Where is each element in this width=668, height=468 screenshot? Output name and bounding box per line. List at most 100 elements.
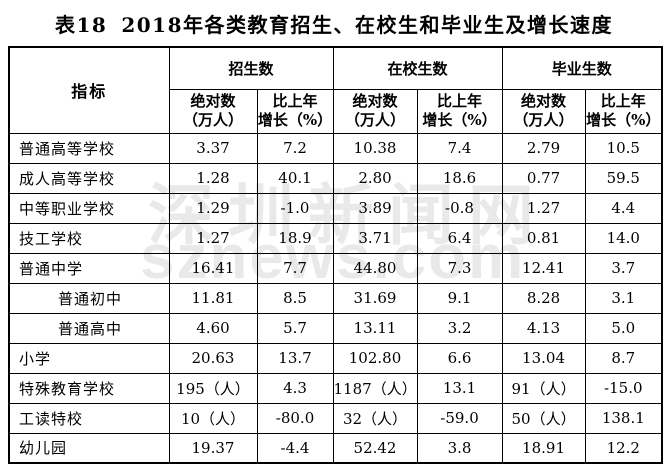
cell-value: -4.4 (256, 432, 334, 464)
row-label: 幼儿园 (8, 432, 170, 464)
cell-value: 5.0 (584, 312, 663, 344)
cell-value: 13.11 (332, 312, 418, 344)
subheader-text: 绝对数 (521, 91, 567, 110)
cell-value: -59.0 (416, 402, 503, 434)
table-row: 普通高等学校 3.37 7.2 10.38 7.4 2.79 10.5 (8, 132, 663, 164)
cell-value: 14.0 (584, 222, 663, 254)
cell-value: 10.5 (584, 132, 663, 164)
cell-value: 4.13 (501, 312, 586, 344)
cell-value: 13.04 (501, 342, 586, 374)
cell-value: 4.4 (584, 192, 663, 224)
cell-value: 3.2 (416, 312, 503, 344)
subheader-text: 增长（%） (257, 111, 333, 129)
cell-value: -15.0 (584, 372, 663, 404)
cell-value: 6.4 (416, 222, 503, 254)
subheader-text: （万人） (345, 111, 406, 129)
subheader-text: 比上年 (437, 91, 483, 110)
cell-value: 18.9 (256, 222, 334, 254)
row-label: 工读特校 (8, 402, 170, 434)
cell-value: 7.4 (416, 132, 503, 164)
cell-value: 52.42 (332, 432, 418, 464)
table-row: 幼儿园 19.37 -4.4 52.42 3.8 18.91 12.2 (8, 432, 663, 464)
column-group-enrollment: 招生数 (168, 46, 334, 90)
table-row: 普通高中 4.60 5.7 13.11 3.2 4.13 5.0 (8, 312, 663, 344)
table-title-text: 2018年各类教育招生、在校生和毕业生及增长速度 (121, 13, 613, 37)
subheader-enrollment-growth: 比上年 增长（%） (256, 88, 334, 134)
cell-value: 9.1 (416, 282, 503, 314)
cell-value: 3.1 (584, 282, 663, 314)
subheader-enrollment-absolute: 绝对数 （万人） (168, 88, 258, 134)
cell-value: 1187（人） (332, 372, 418, 404)
cell-value: 12.2 (584, 432, 663, 464)
cell-value: 5.7 (256, 312, 334, 344)
cell-value: 11.81 (168, 282, 258, 314)
cell-value: 3.7 (584, 252, 663, 284)
cell-value: 1.27 (501, 192, 586, 224)
table-row: 特殊教育学校 195（人） 4.3 1187（人） 13.1 91（人） -15… (8, 372, 663, 404)
cell-value: 0.81 (501, 222, 586, 254)
cell-value: 2.79 (501, 132, 586, 164)
cell-value: 12.41 (501, 252, 586, 284)
subheader-text: 绝对数 (352, 91, 398, 110)
subheader-text: 比上年 (272, 91, 318, 110)
table-row: 成人高等学校 1.28 40.1 2.80 18.6 0.77 59.5 (8, 162, 663, 194)
cell-value: 32（人） (332, 402, 418, 434)
cell-value: 4.3 (256, 372, 334, 404)
subheader-text: 比上年 (600, 91, 646, 110)
cell-value: 10.38 (332, 132, 418, 164)
cell-value: 138.1 (584, 402, 663, 434)
row-label: 普通中学 (8, 252, 170, 284)
cell-value: 8.5 (256, 282, 334, 314)
table-row: 小学 20.63 13.7 102.80 6.6 13.04 8.7 (8, 342, 663, 374)
cell-value: 91（人） (501, 372, 586, 404)
education-statistics-table: 指标 招生数 在校生数 毕业生数 绝对数 （万人） 比上年 增长（%） 绝对数 （万人… (8, 46, 664, 464)
cell-value: 1.27 (168, 222, 258, 254)
cell-value: 1.28 (168, 162, 258, 194)
subheader-text: （万人） (513, 111, 574, 129)
cell-value: 4.60 (168, 312, 258, 344)
row-label: 中等职业学校 (8, 192, 170, 224)
row-label: 成人高等学校 (8, 162, 170, 194)
table-row: 中等职业学校 1.29 -1.0 3.89 -0.8 1.27 4.4 (8, 192, 663, 224)
subheader-graduates-absolute: 绝对数 （万人） (501, 88, 586, 134)
subheader-students-absolute: 绝对数 （万人） (332, 88, 418, 134)
subheader-students-growth: 比上年 增长（%） (416, 88, 503, 134)
cell-value: 3.37 (168, 132, 258, 164)
cell-value: 18.6 (416, 162, 503, 194)
cell-value: 10（人） (168, 402, 258, 434)
cell-value: 3.89 (332, 192, 418, 224)
row-label: 普通高中 (8, 312, 170, 344)
table-number: 表18 (54, 13, 108, 37)
cell-value: 13.7 (256, 342, 334, 374)
row-label: 小学 (8, 342, 170, 374)
cell-value: 44.80 (332, 252, 418, 284)
cell-value: -0.8 (416, 192, 503, 224)
table-row: 普通初中 11.81 8.5 31.69 9.1 8.28 3.1 (8, 282, 663, 314)
cell-value: 7.7 (256, 252, 334, 284)
row-label: 普通初中 (8, 282, 170, 314)
cell-value: 40.1 (256, 162, 334, 194)
cell-value: 13.1 (416, 372, 503, 404)
cell-value: 7.3 (416, 252, 503, 284)
cell-value: 2.80 (332, 162, 418, 194)
cell-value: 20.63 (168, 342, 258, 374)
cell-value: 8.28 (501, 282, 586, 314)
table-row: 技工学校 1.27 18.9 3.71 6.4 0.81 14.0 (8, 222, 663, 254)
table-title: 表18 2018年各类教育招生、在校生和毕业生及增长速度 (0, 0, 668, 38)
subheader-graduates-growth: 比上年 增长（%） (584, 88, 663, 134)
column-group-students: 在校生数 (332, 46, 503, 90)
cell-value: -80.0 (256, 402, 334, 434)
cell-value: 6.6 (416, 342, 503, 374)
cell-value: 1.29 (168, 192, 258, 224)
cell-value: 102.80 (332, 342, 418, 374)
row-label: 技工学校 (8, 222, 170, 254)
subheader-text: 绝对数 (190, 91, 236, 110)
cell-value: 3.8 (416, 432, 503, 464)
table-row: 工读特校 10（人） -80.0 32（人） -59.0 50（人） 138.1 (8, 402, 663, 434)
cell-value: 8.7 (584, 342, 663, 374)
cell-value: 18.91 (501, 432, 586, 464)
subheader-text: 增长（%） (422, 111, 497, 129)
cell-value: 50（人） (501, 402, 586, 434)
cell-value: -1.0 (256, 192, 334, 224)
